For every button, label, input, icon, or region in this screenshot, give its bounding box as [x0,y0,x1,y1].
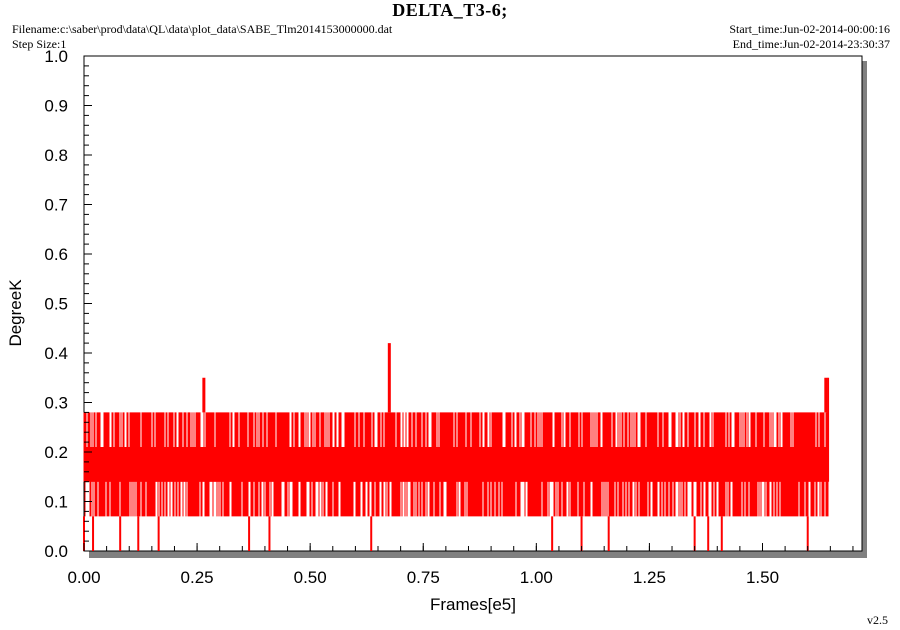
y-tick-label: 0.1 [44,493,68,512]
y-tick-label: 0.5 [44,295,68,314]
y-tick-label: 0.4 [44,344,68,363]
series-layer [83,343,830,551]
start-time-label: Start_time:Jun-02-2014-00:00:16 [729,22,890,36]
x-tick-label: 0.25 [181,568,214,587]
axis-layer: 0.0 0.1 0.2 0.3 0.4 0.5 0.6 0.7 0.8 0.9 1.0 0.00 0.2… [44,47,854,587]
version-label: v2.5 [867,613,888,627]
y-tick-label: 0.0 [44,542,68,561]
y-tick-label: 0.2 [44,443,68,462]
step-size-label: Step Size:1 [12,37,67,51]
y-tick-label: 0.7 [44,196,68,215]
x-tick-label: 1.50 [746,568,779,587]
x-axis-label: Frames[e5] [430,595,516,614]
filename-label: Filename:c:\saber\prod\data\QL\data\plot… [12,22,393,36]
y-axis-label: DegreeK [6,279,25,347]
x-tick-label: 0.00 [67,568,100,587]
x-tick-label: 0.50 [294,568,327,587]
y-tick-label: 0.8 [44,146,68,165]
y-tick-label: 1.0 [44,47,68,66]
x-tick-label: 1.25 [633,568,666,587]
end-time-label: End_time:Jun-02-2014-23:30:37 [732,37,890,51]
y-tick-label: 0.6 [44,245,68,264]
x-tick-label: 1.00 [520,568,553,587]
y-tick-label: 0.9 [44,97,68,116]
y-tick-label: 0.3 [44,394,68,413]
chart-title: DELTA_T3-6; [392,0,508,20]
x-tick-label: 0.75 [407,568,440,587]
